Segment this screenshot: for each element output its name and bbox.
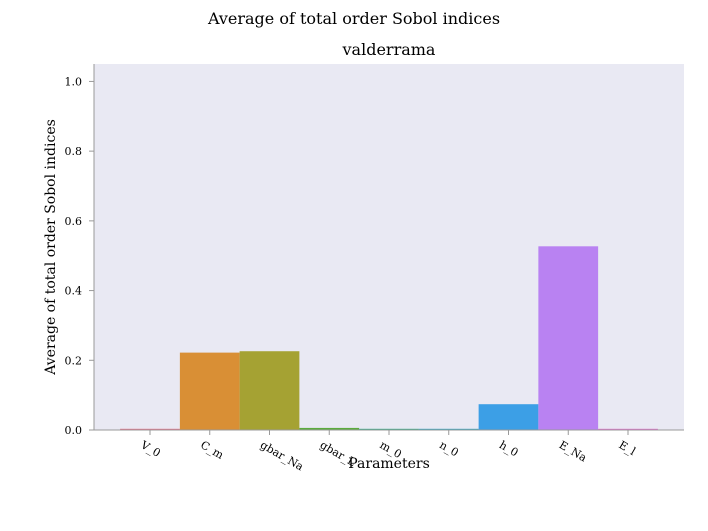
bar-gbar-na (239, 351, 300, 430)
y-tick-label: 0.0 (65, 424, 83, 437)
chart-title: valderrama (342, 40, 436, 59)
bar-v-0 (120, 428, 180, 430)
bar-h-0 (478, 404, 539, 430)
y-tick-label: 0.6 (65, 215, 83, 228)
y-axis-label: Average of total order Sobol indices (43, 119, 59, 376)
x-tick-label: C_m (198, 438, 226, 462)
x-tick-label: gbar_Na (258, 438, 306, 473)
x-tick-label: V_0 (138, 438, 163, 460)
x-tick-label: E_l (617, 438, 639, 458)
bar-gbar-l (299, 427, 360, 430)
x-tick-label: n_0 (437, 438, 460, 459)
chart-suptitle: Average of total order Sobol indices (207, 9, 500, 28)
bar-e-l (598, 428, 658, 430)
y-tick-label: 0.2 (65, 354, 83, 367)
bar-n-0 (418, 428, 479, 430)
bar-e-na (538, 246, 599, 430)
bar-m-0 (359, 428, 419, 430)
y-ticks: 0.0 0.2 0.4 0.6 0.8 1.0 (65, 75, 94, 437)
bars-group (120, 246, 658, 430)
bar-c-m (179, 352, 240, 430)
x-tick-label: h_0 (497, 438, 520, 459)
y-tick-label: 0.4 (65, 285, 83, 298)
x-tick-label: E_Na (557, 438, 590, 464)
y-tick-label: 0.8 (65, 145, 83, 158)
y-tick-label: 1.0 (65, 75, 83, 88)
x-axis-label: Parameters (348, 456, 430, 472)
